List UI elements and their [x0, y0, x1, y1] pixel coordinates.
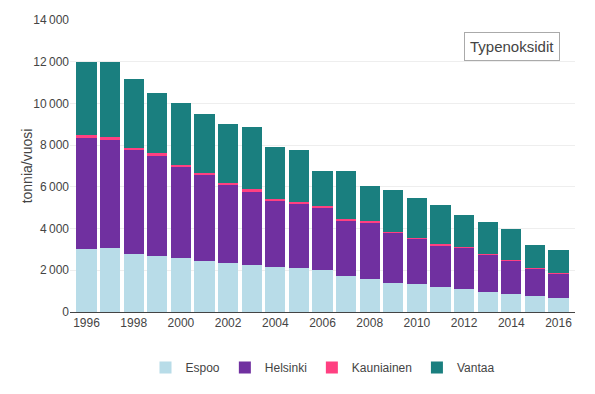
svg-text:2 000: 2 000 [40, 263, 69, 277]
svg-text:4 000: 4 000 [40, 222, 69, 236]
svg-text:2014: 2014 [498, 316, 525, 330]
svg-text:tonnia/vuosi: tonnia/vuosi [19, 129, 35, 204]
svg-text:6 000: 6 000 [40, 180, 69, 194]
svg-text:8 000: 8 000 [40, 138, 69, 152]
svg-text:2008: 2008 [356, 316, 383, 330]
svg-text:Kauniainen: Kauniainen [352, 361, 412, 375]
svg-text:Typenoksidit: Typenoksidit [470, 38, 554, 55]
svg-text:1998: 1998 [120, 316, 147, 330]
svg-text:12 000: 12 000 [33, 55, 69, 69]
svg-text:2000: 2000 [168, 316, 195, 330]
svg-text:14 000: 14 000 [33, 13, 69, 27]
svg-text:Espoo: Espoo [186, 361, 220, 375]
svg-text:2016: 2016 [545, 316, 572, 330]
svg-text:0: 0 [62, 305, 69, 319]
svg-text:10 000: 10 000 [33, 97, 69, 111]
svg-text:2012: 2012 [451, 316, 478, 330]
svg-text:Vantaa: Vantaa [457, 361, 494, 375]
svg-text:2004: 2004 [262, 316, 289, 330]
svg-text:1996: 1996 [73, 316, 100, 330]
svg-text:2010: 2010 [404, 316, 431, 330]
svg-text:2006: 2006 [309, 316, 336, 330]
svg-text:2002: 2002 [215, 316, 242, 330]
svg-text:Helsinki: Helsinki [265, 361, 307, 375]
